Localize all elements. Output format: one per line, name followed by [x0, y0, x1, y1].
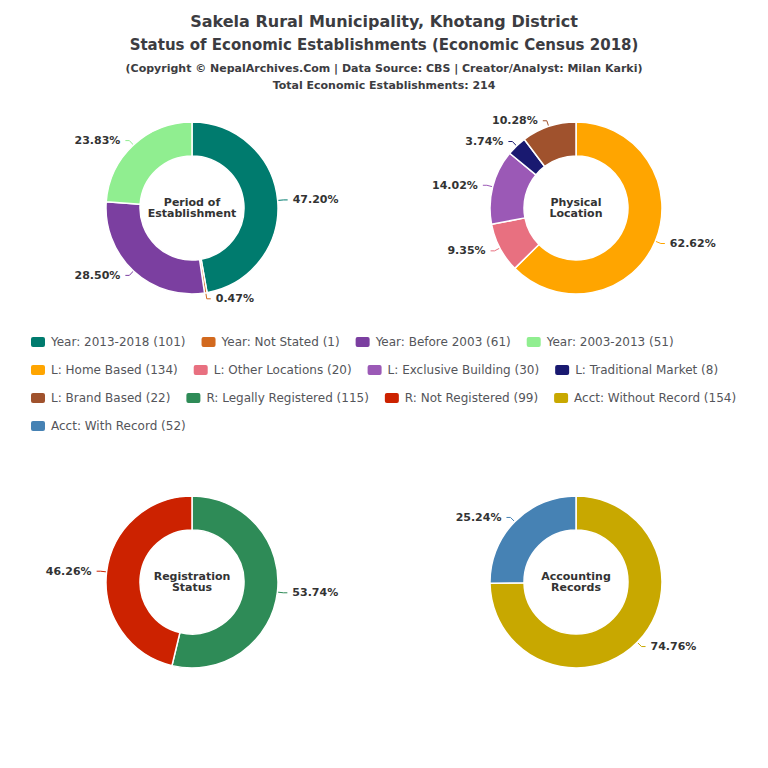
svg-text:Accounting: Accounting — [541, 570, 611, 583]
svg-text:Year: 2013-2018 (101): Year: 2013-2018 (101) — [50, 335, 186, 349]
svg-text:47.20%: 47.20% — [293, 193, 339, 206]
svg-text:Period of: Period of — [163, 196, 221, 209]
svg-text:46.26%: 46.26% — [46, 565, 92, 578]
svg-text:62.62%: 62.62% — [670, 237, 716, 250]
svg-text:Year: Not Stated (1): Year: Not Stated (1) — [221, 335, 340, 349]
svg-text:28.50%: 28.50% — [75, 269, 121, 282]
svg-text:Total Economic Establishments:: Total Economic Establishments: 214 — [273, 79, 496, 92]
svg-text:Year: 2003-2013 (51): Year: 2003-2013 (51) — [546, 335, 674, 349]
svg-text:10.28%: 10.28% — [492, 114, 538, 127]
svg-text:R: Not Registered (99): R: Not Registered (99) — [405, 391, 538, 405]
svg-text:Location: Location — [550, 207, 603, 220]
svg-text:L: Exclusive Building (30): L: Exclusive Building (30) — [388, 363, 540, 377]
svg-text:Acct: Without Record (154): Acct: Without Record (154) — [574, 391, 736, 405]
svg-text:(Copyright © NepalArchives.Com: (Copyright © NepalArchives.Com | Data So… — [126, 62, 643, 75]
svg-text:25.24%: 25.24% — [456, 511, 502, 524]
svg-text:3.74%: 3.74% — [465, 135, 503, 148]
svg-text:Year: Before 2003 (61): Year: Before 2003 (61) — [375, 335, 511, 349]
svg-text:53.74%: 53.74% — [292, 586, 338, 599]
svg-text:L: Home Based (134): L: Home Based (134) — [51, 363, 178, 377]
svg-text:23.83%: 23.83% — [75, 134, 121, 147]
svg-text:L: Brand Based (22): L: Brand Based (22) — [51, 391, 170, 405]
svg-text:Physical: Physical — [550, 196, 602, 209]
svg-text:R: Legally Registered (115): R: Legally Registered (115) — [206, 391, 368, 405]
svg-text:Acct: With Record (52): Acct: With Record (52) — [51, 419, 186, 433]
svg-text:14.02%: 14.02% — [432, 179, 478, 192]
svg-text:Establishment: Establishment — [148, 207, 237, 220]
svg-text:74.76%: 74.76% — [651, 640, 697, 653]
svg-text:Sakela Rural Municipality, Kho: Sakela Rural Municipality, Khotang Distr… — [190, 12, 578, 31]
svg-text:Status: Status — [172, 581, 213, 594]
svg-text:Status of Economic Establishme: Status of Economic Establishments (Econo… — [130, 36, 639, 54]
svg-text:Records: Records — [551, 581, 601, 594]
svg-text:L: Other Locations (20): L: Other Locations (20) — [214, 363, 352, 377]
svg-text:9.35%: 9.35% — [447, 244, 485, 257]
svg-text:0.47%: 0.47% — [216, 292, 254, 305]
svg-text:L: Traditional Market (8): L: Traditional Market (8) — [575, 363, 718, 377]
svg-text:Registration: Registration — [153, 570, 231, 583]
